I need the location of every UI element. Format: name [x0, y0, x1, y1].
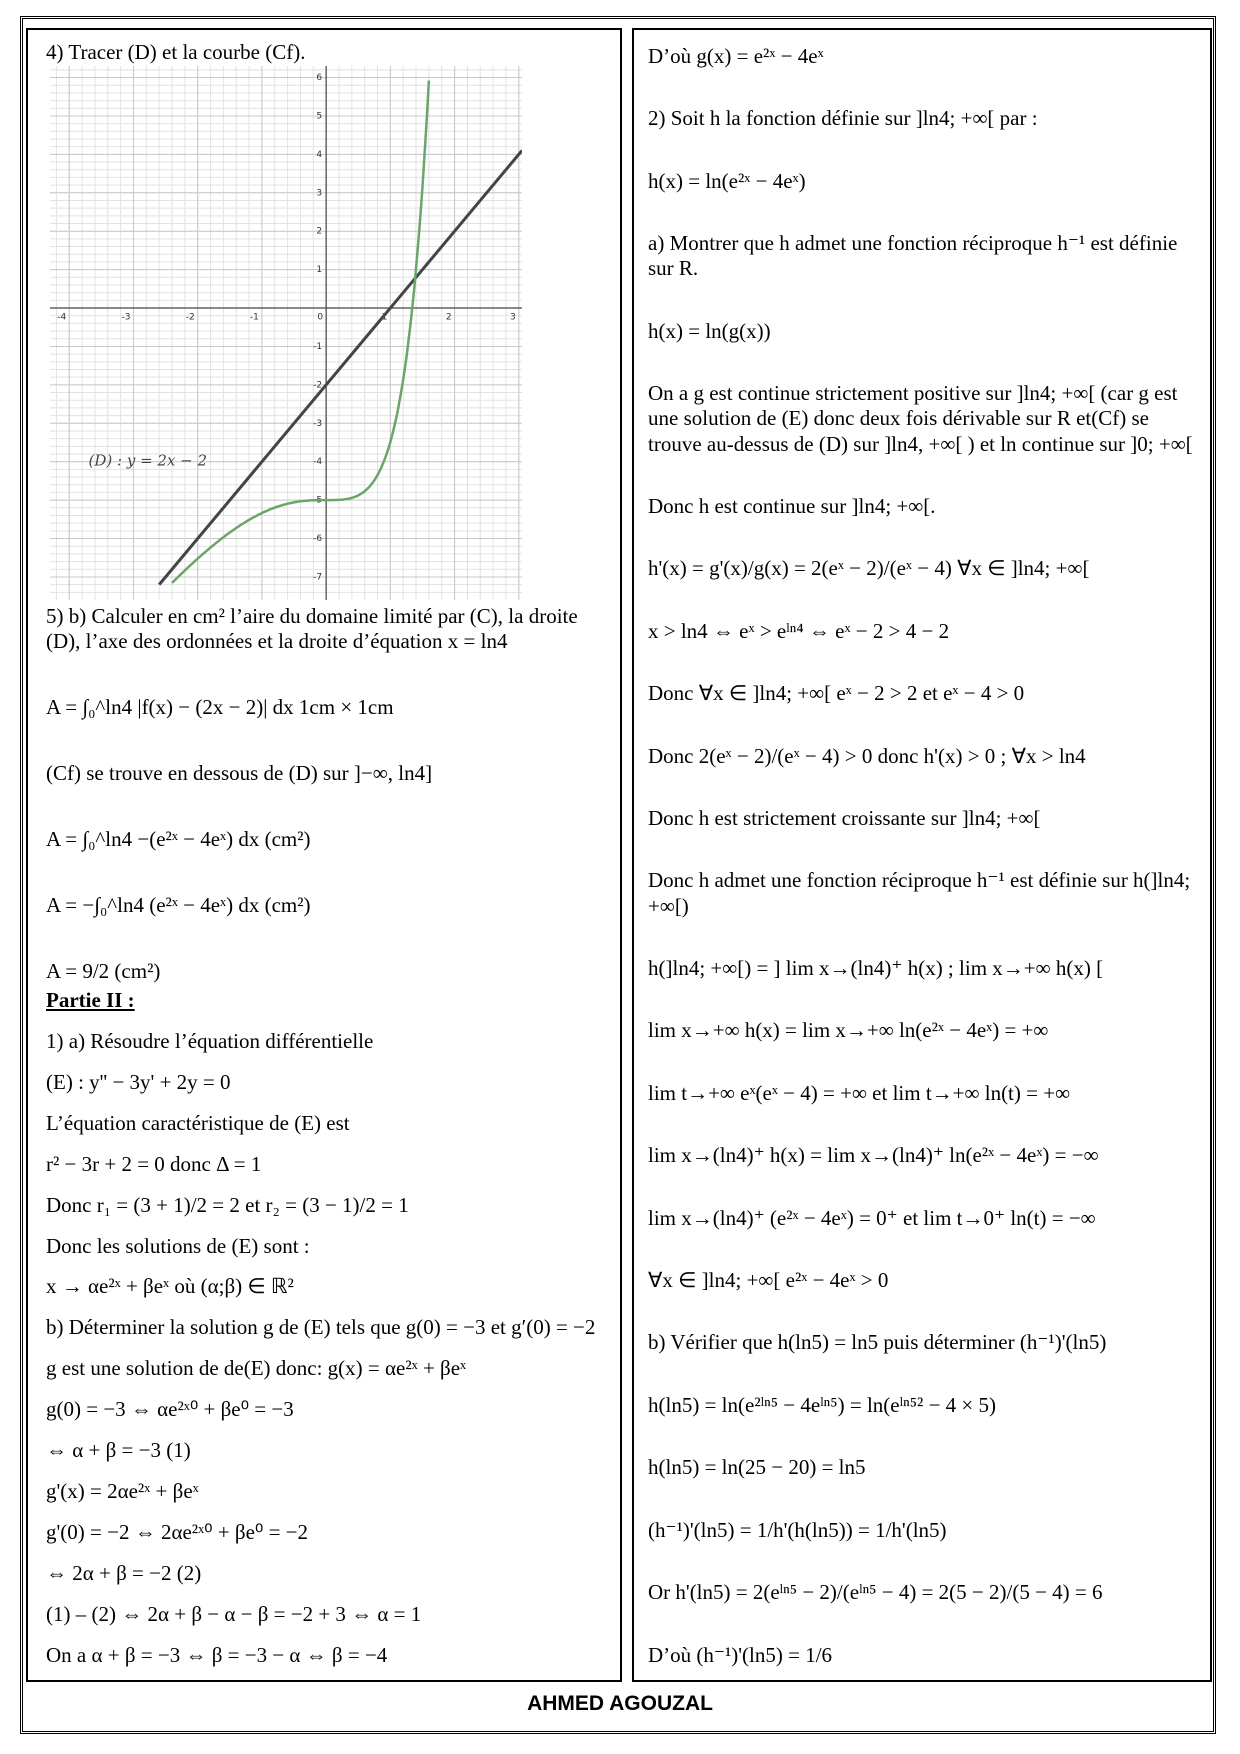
text-line: Donc r₁ = (3 + 1)/2 = 2 et r₂ = (3 − 1)/… — [46, 1192, 409, 1217]
y-tick-label: 2 — [316, 227, 322, 237]
text-line: lim x→+∞ h(x) = lim x→+∞ ln(e²ˣ − 4eˣ) =… — [648, 1018, 1049, 1043]
line-d — [158, 149, 522, 586]
footer: AHMED AGOUZAL — [527, 1692, 713, 1715]
left-text: Partie II : 1) a) Résoudre l’équation di… — [46, 988, 606, 1668]
x-tick-label: 0 — [317, 313, 323, 323]
x-tick-label: -4 — [57, 313, 66, 323]
text-line: Donc h admet une fonction réciproque h⁻¹… — [648, 868, 1191, 918]
y-tick-label: -1 — [313, 342, 322, 352]
text-line: lim t→+∞ eˣ(eˣ − 4) = +∞ et lim t→+∞ ln(… — [648, 1080, 1071, 1105]
curve-cf — [171, 80, 431, 584]
text-line: a) Montrer que h admet une fonction réci… — [648, 231, 1178, 281]
text-line: Donc les solutions de (E) sont : — [46, 1233, 310, 1258]
right-text: D’où g(x) = e²ˣ − 4eˣ 2) Soit h la foncti… — [648, 44, 1198, 1668]
y-tick-label: 5 — [316, 111, 322, 121]
x-tick-label: -2 — [186, 313, 195, 323]
text-line: lim x→(ln4)⁺ h(x) = lim x→(ln4)⁺ ln(e²ˣ … — [648, 1143, 1099, 1168]
text-line: x → αe²ˣ + βeˣ où (α;β) ∈ ℝ² — [46, 1274, 294, 1299]
text-line: g'(0) = −2 ⇔ 2αe²ˣ⁰ + βe⁰ = −2 — [46, 1519, 309, 1544]
text-line: (h⁻¹)'(ln5) = 1/h'(h(ln5)) = 1/h'(ln5) — [648, 1517, 947, 1542]
text-line: Donc h est strictement croissante sur ]l… — [648, 806, 1041, 831]
text-line: r² − 3r + 2 = 0 donc Δ = 1 — [46, 1151, 262, 1176]
question-title: 4) Tracer (D) et la courbe (Cf). — [46, 40, 306, 64]
curve-label: (D) : y = 2x − 2 — [89, 452, 208, 470]
text-line: 1) a) Résoudre l’équation différentielle — [46, 1028, 374, 1053]
text-line: (1) – (2) ⇔ 2α + β − α − β = −2 + 3 ⇔ α … — [46, 1601, 422, 1626]
text-line: Donc 2(eˣ − 2)/(eˣ − 4) > 0 donc h'(x) >… — [648, 743, 1086, 768]
right-column — [632, 28, 1212, 1682]
y-tick-label: -3 — [313, 419, 322, 429]
x-tick-label: -1 — [250, 313, 259, 323]
text-line: Or h'(ln5) = 2(eˡⁿ⁵ − 2)/(eˡⁿ⁵ − 4) = 2(… — [648, 1580, 1103, 1605]
y-tick-label: -7 — [313, 572, 322, 582]
text-line: (Cf) se trouve en dessous de (D) sur ]−∞… — [46, 761, 433, 786]
text-line: A = 9/2 (cm²) — [46, 958, 161, 983]
left-column — [26, 28, 622, 1682]
text-line: ∀x ∈ ]ln4; +∞[ e²ˣ − 4eˣ > 0 — [648, 1268, 889, 1293]
text-line: h(x) = ln(e²ˣ − 4eˣ) — [648, 168, 806, 193]
y-tick-label: -6 — [313, 534, 322, 544]
y-tick-label: 3 — [316, 188, 322, 198]
text-line: (E) : y'' − 3y' + 2y = 0 — [46, 1069, 231, 1094]
text-line: On a g est continue strictement positive… — [648, 381, 1193, 456]
text-line: L’équation caractéristique de (E) est — [46, 1110, 350, 1135]
page-frame — [20, 16, 1216, 1734]
text-line: lim x→(ln4)⁺ (e²ˣ − 4eˣ) = 0⁺ et lim t→0… — [648, 1205, 1096, 1230]
text-line: Donc ∀x ∈ ]ln4; +∞[ eˣ − 2 > 2 et eˣ − 4… — [648, 681, 1025, 706]
text-line: b) Vérifier que h(ln5) = ln5 puis déterm… — [648, 1330, 1107, 1355]
text-line: h(ln5) = ln(e²ˡⁿ⁵ − 4eˡⁿ⁵) = ln(eˡⁿ⁵² − … — [648, 1392, 996, 1417]
text-line: Donc h est continue sur ]ln4; +∞[. — [648, 494, 936, 518]
text-line: h'(x) = g'(x)/g(x) = 2(eˣ − 2)/(eˣ − 4) … — [648, 556, 1090, 581]
x-tick-label: 1 — [382, 313, 388, 323]
text-line: h(x) = ln(g(x)) — [648, 318, 771, 343]
text-line: 2) Soit h la fonction définie sur ]ln4; … — [648, 106, 1038, 131]
text-line: g'(x) = 2αe²ˣ + βeˣ — [46, 1479, 199, 1504]
y-tick-label: 6 — [316, 73, 322, 83]
x-tick-label: 2 — [446, 313, 452, 323]
text-line: D’où g(x) = e²ˣ − 4eˣ — [648, 44, 824, 68]
text-line: g est une solution de de(E) donc: g(x) =… — [46, 1356, 467, 1381]
text-line: A = −∫₀^ln4 (e²ˣ − 4eˣ) dx (cm²) — [46, 892, 311, 917]
text-line: h(ln5) = ln(25 − 20) = ln5 — [648, 1455, 866, 1480]
text-line: On a α + β = −3 ⇔ β = −3 − α ⇔ β = −4 — [46, 1642, 388, 1667]
section-title: Partie II : — [46, 988, 135, 1012]
text-line: g(0) = −3 ⇔ αe²ˣ⁰ + βe⁰ = −3 — [46, 1397, 294, 1422]
text-line: A = ∫₀^ln4 −(e²ˣ − 4eˣ) dx (cm²) — [46, 826, 311, 851]
y-tick-label: 1 — [316, 265, 322, 275]
x-tick-label: -3 — [121, 313, 130, 323]
text-line: b) Déterminer la solution g de (E) tels … — [46, 1315, 596, 1340]
text-line: D’où (h⁻¹)'(ln5) = 1/6 — [648, 1642, 833, 1667]
y-tick-label: -2 — [313, 380, 322, 390]
text-line: 5) b) Calculer en cm² l’aire du domaine … — [46, 604, 578, 654]
y-tick-label: -4 — [313, 457, 322, 467]
left-text: 5) b) Calculer en cm² l’aire du domaine … — [46, 604, 606, 984]
text-line: h(]ln4; +∞[) = ] lim x→(ln4)⁺ h(x) ; lim… — [648, 956, 1104, 981]
y-tick-label: 4 — [316, 150, 322, 160]
text-line: x > ln4 ⇔ eˣ > eˡⁿ⁴ ⇔ eˣ − 2 > 4 − 2 — [648, 618, 950, 643]
x-tick-label: 3 — [510, 313, 516, 323]
text-line: ⇔ 2α + β = −2 (2) — [46, 1560, 202, 1585]
text-line: A = ∫₀^ln4 |f(x) − (2x − 2)| dx 1cm × 1c… — [46, 695, 394, 720]
text-line: ⇔ α + β = −3 (1) — [46, 1438, 191, 1463]
